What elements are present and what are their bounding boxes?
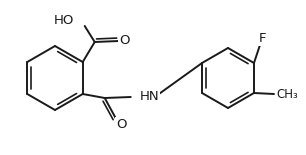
Text: F: F: [259, 31, 267, 44]
Text: HN: HN: [140, 89, 159, 102]
Text: O: O: [119, 33, 130, 46]
Text: O: O: [117, 119, 127, 131]
Text: HO: HO: [53, 15, 74, 27]
Text: CH₃: CH₃: [276, 88, 298, 100]
